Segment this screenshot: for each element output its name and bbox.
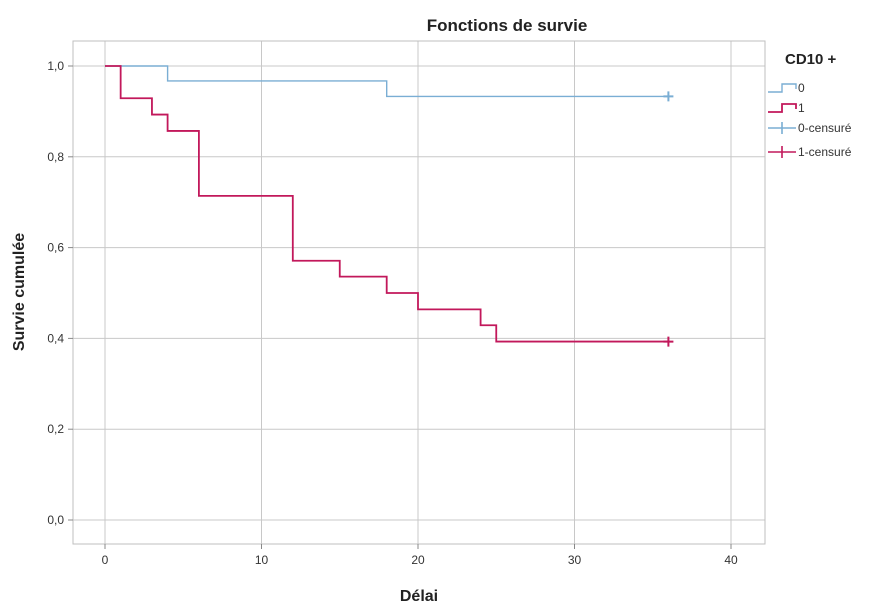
censor-mark-series-0: [663, 91, 674, 102]
legend-swatch-1: [768, 103, 797, 113]
legend-title: CD10 +: [785, 51, 837, 68]
x-tick-label: 20: [411, 553, 425, 567]
legend: CD10 + 0 1 0-censuré 1-censuré: [768, 51, 852, 159]
legend-swatch-0: [768, 83, 797, 93]
y-tick-label: 0,6: [47, 241, 64, 255]
censor-marks: [663, 91, 674, 347]
legend-swatch-1-censuré: [768, 146, 796, 158]
x-tick-label: 40: [724, 553, 738, 567]
y-tick-label: 0,0: [47, 513, 64, 527]
grid: [73, 41, 765, 544]
plot-frame: [72, 40, 766, 545]
y-tick-label: 0,4: [47, 331, 64, 345]
x-axis-label: Délai: [400, 588, 438, 605]
censor-mark-series-1: [663, 336, 674, 347]
legend-label: 0-censuré: [798, 121, 852, 135]
y-tick-label: 1,0: [47, 59, 64, 73]
ticks: 0 10 20 30 40 0,0 0,2 0,4 0,6 0,8 1,0: [47, 59, 738, 567]
x-tick-label: 0: [102, 553, 109, 567]
y-tick-label: 0,8: [47, 150, 64, 164]
legend-swatch-0-censuré: [768, 122, 796, 134]
legend-label: 1-censuré: [798, 145, 852, 159]
series-group: [105, 65, 669, 343]
legend-label: 0: [798, 81, 805, 95]
y-tick-label: 0,2: [47, 422, 64, 436]
x-tick-label: 10: [255, 553, 269, 567]
series-0-line: [105, 65, 669, 98]
x-tick-label: 30: [568, 553, 582, 567]
series-1-line: [105, 65, 669, 343]
y-axis-label: Survie cumulée: [11, 233, 28, 351]
legend-label: 1: [798, 101, 805, 115]
chart-title: Fonctions de survie: [427, 16, 588, 35]
